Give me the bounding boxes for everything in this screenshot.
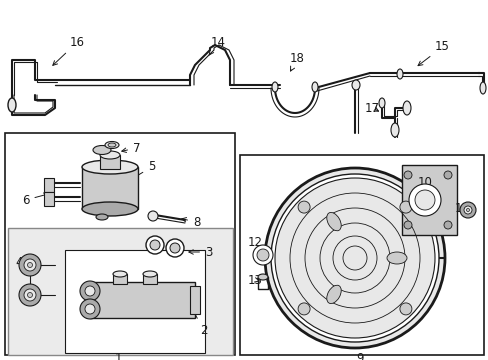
Text: 18: 18 — [289, 51, 304, 71]
Circle shape — [298, 201, 309, 213]
Text: 5: 5 — [133, 161, 155, 178]
Circle shape — [27, 262, 32, 267]
Circle shape — [27, 292, 32, 297]
Text: 9: 9 — [356, 351, 363, 360]
Circle shape — [443, 171, 451, 179]
Circle shape — [85, 304, 95, 314]
Ellipse shape — [82, 202, 138, 216]
Bar — [5, 133, 235, 355]
Text: 6: 6 — [22, 193, 48, 207]
Circle shape — [80, 281, 100, 301]
Text: 12: 12 — [247, 237, 263, 255]
Bar — [240, 155, 483, 355]
Circle shape — [80, 299, 100, 319]
Ellipse shape — [271, 82, 278, 92]
Bar — [142, 274, 157, 284]
Bar — [100, 155, 120, 169]
Circle shape — [403, 221, 411, 229]
Text: 2: 2 — [191, 309, 207, 337]
Ellipse shape — [142, 271, 157, 277]
Text: 17: 17 — [364, 102, 379, 114]
Circle shape — [24, 259, 36, 271]
Ellipse shape — [8, 98, 16, 112]
Bar — [8, 228, 232, 355]
Ellipse shape — [326, 285, 341, 303]
Bar — [44, 192, 54, 206]
Ellipse shape — [258, 274, 267, 280]
Circle shape — [148, 211, 158, 221]
Ellipse shape — [396, 69, 402, 79]
Circle shape — [270, 174, 438, 342]
Ellipse shape — [82, 160, 138, 174]
Circle shape — [19, 254, 41, 276]
Circle shape — [463, 206, 471, 214]
Circle shape — [459, 202, 475, 218]
Circle shape — [165, 239, 183, 257]
Text: 13: 13 — [247, 274, 263, 287]
Bar — [90, 282, 195, 318]
Ellipse shape — [96, 214, 108, 220]
Ellipse shape — [378, 98, 384, 108]
Ellipse shape — [326, 212, 341, 231]
Circle shape — [298, 303, 309, 315]
Circle shape — [414, 190, 434, 210]
Ellipse shape — [351, 80, 359, 90]
Ellipse shape — [479, 82, 485, 94]
Bar — [82, 167, 138, 209]
Bar — [113, 274, 127, 284]
Text: 14: 14 — [209, 36, 225, 55]
Text: 1: 1 — [114, 351, 122, 360]
Ellipse shape — [108, 143, 116, 147]
Text: 16: 16 — [53, 36, 85, 66]
Circle shape — [443, 221, 451, 229]
Circle shape — [274, 178, 434, 338]
Circle shape — [399, 303, 411, 315]
Circle shape — [257, 249, 268, 261]
Circle shape — [170, 243, 180, 253]
Circle shape — [399, 201, 411, 213]
Ellipse shape — [113, 271, 127, 277]
Ellipse shape — [105, 141, 119, 148]
Circle shape — [264, 168, 444, 348]
Ellipse shape — [93, 145, 111, 154]
Text: 3: 3 — [188, 246, 212, 258]
Circle shape — [19, 284, 41, 306]
Circle shape — [408, 184, 440, 216]
Bar — [190, 286, 200, 314]
Text: 11: 11 — [454, 202, 469, 215]
Circle shape — [85, 286, 95, 296]
Circle shape — [252, 245, 272, 265]
Circle shape — [403, 171, 411, 179]
Bar — [44, 178, 54, 192]
Ellipse shape — [390, 123, 398, 137]
Circle shape — [150, 240, 160, 250]
Ellipse shape — [402, 101, 410, 115]
Ellipse shape — [386, 252, 406, 264]
Circle shape — [466, 208, 468, 211]
Text: 7: 7 — [122, 141, 140, 154]
Text: 4: 4 — [15, 256, 29, 270]
Bar — [65, 250, 204, 353]
Ellipse shape — [100, 151, 120, 159]
Circle shape — [146, 236, 163, 254]
Circle shape — [24, 289, 36, 301]
Text: 8: 8 — [182, 216, 200, 229]
Ellipse shape — [311, 82, 317, 92]
Text: 10: 10 — [417, 175, 432, 194]
Text: 15: 15 — [417, 40, 449, 66]
Bar — [401, 165, 456, 235]
